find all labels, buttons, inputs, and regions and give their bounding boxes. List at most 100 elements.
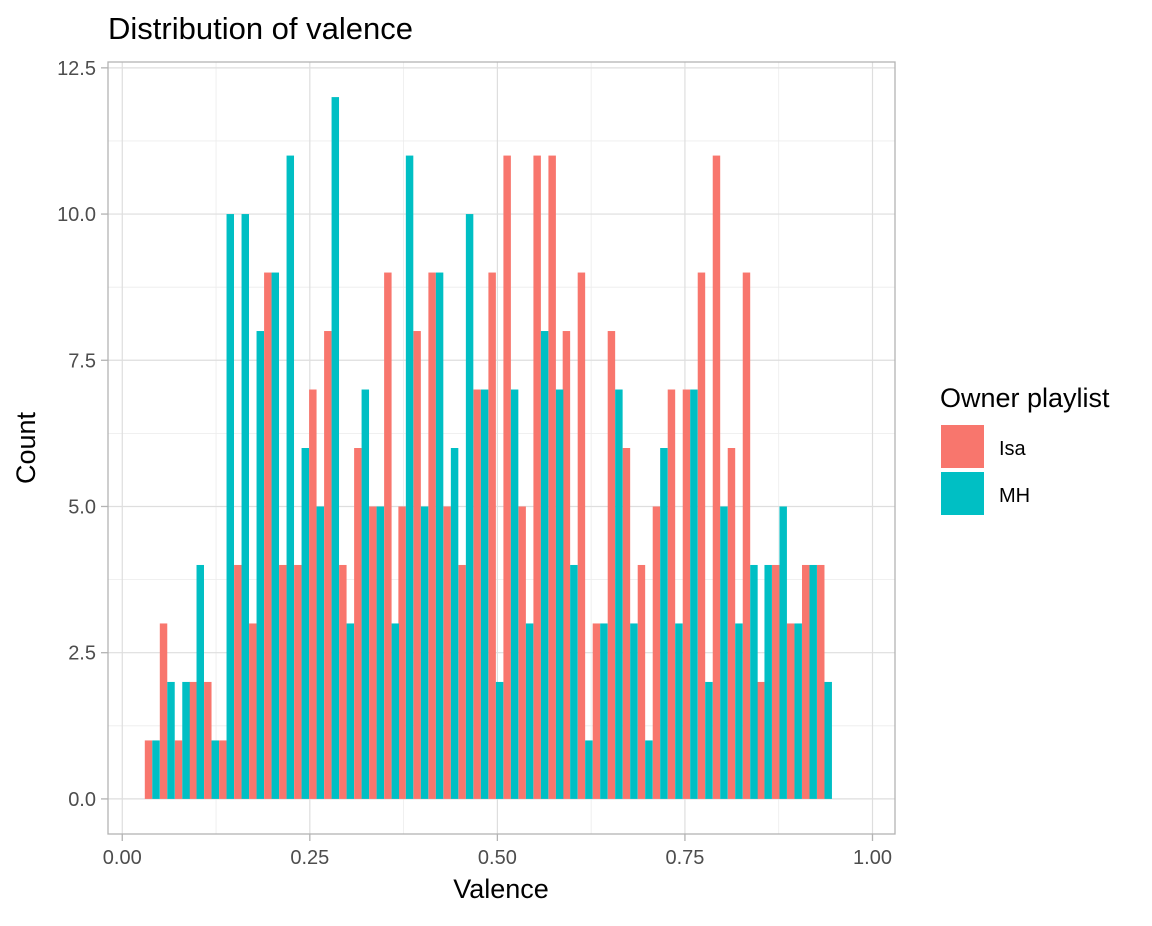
bar-isa xyxy=(473,389,481,799)
bar-mh xyxy=(271,272,280,799)
bar-mh xyxy=(196,564,204,799)
x-tick-label: 1.00 xyxy=(853,847,892,869)
x-tick-label: 0.00 xyxy=(103,847,142,869)
bar-isa xyxy=(413,331,421,799)
bar-isa xyxy=(727,448,736,799)
bar-mh xyxy=(779,506,787,799)
bar-mh xyxy=(346,623,355,799)
bar-isa xyxy=(742,272,751,799)
bar-isa xyxy=(174,740,183,799)
bar-mh xyxy=(405,155,414,799)
bar-isa xyxy=(607,331,616,799)
bar-mh xyxy=(600,623,608,799)
bar-mh xyxy=(376,506,385,799)
y-tick-label: 2.5 xyxy=(68,643,96,665)
bar-mh xyxy=(286,155,295,799)
bar-isa xyxy=(756,681,765,799)
bar-isa xyxy=(548,155,556,799)
bar-mh xyxy=(167,681,175,799)
bar-isa xyxy=(309,389,317,799)
bar-mh xyxy=(226,214,235,799)
bar-isa xyxy=(324,331,332,799)
bar-mh xyxy=(241,214,250,799)
bar-mh xyxy=(690,389,698,799)
bar-mh xyxy=(675,623,683,799)
bar-isa xyxy=(592,623,601,799)
bar-isa xyxy=(234,564,242,799)
bars-layer xyxy=(144,97,832,799)
bar-mh xyxy=(211,740,219,799)
bar-mh xyxy=(152,740,160,799)
legend-label-mh: MH xyxy=(999,485,1030,507)
bar-isa xyxy=(667,389,676,799)
bar-mh xyxy=(495,681,504,799)
x-axis-title: Valence xyxy=(453,874,549,904)
bar-isa xyxy=(264,272,272,799)
bar-mh xyxy=(555,389,564,799)
bar-isa xyxy=(398,506,406,799)
bar-isa xyxy=(249,623,257,799)
panel-border xyxy=(107,61,896,835)
bar-isa xyxy=(533,155,541,799)
bar-isa xyxy=(354,448,362,799)
bar-isa xyxy=(562,331,571,799)
bar-mh xyxy=(705,681,713,799)
bar-mh xyxy=(794,623,802,799)
bar-isa xyxy=(219,740,227,799)
bar-mh xyxy=(540,331,549,799)
bar-mh xyxy=(570,564,578,799)
bar-mh xyxy=(720,506,728,799)
bar-mh xyxy=(735,623,743,799)
legend-key-mh xyxy=(941,472,984,515)
bar-isa xyxy=(771,564,780,799)
bar-mh xyxy=(465,214,474,799)
bar-mh xyxy=(331,97,340,799)
y-tick-label: 5.0 xyxy=(68,496,96,518)
bar-isa xyxy=(294,564,302,799)
bar-isa xyxy=(817,564,825,799)
bar-isa xyxy=(369,506,377,799)
bar-isa xyxy=(204,681,212,799)
y-tick-label: 0.0 xyxy=(68,789,96,811)
bar-mh xyxy=(316,506,325,799)
bar-mh xyxy=(510,389,519,799)
bar-mh xyxy=(585,740,593,799)
bar-mh xyxy=(615,389,623,799)
bar-mh xyxy=(525,623,534,799)
bar-isa xyxy=(339,564,347,799)
x-tick-label: 0.50 xyxy=(478,847,517,869)
y-tick-label: 10.0 xyxy=(57,204,96,226)
y-tick-label: 7.5 xyxy=(68,350,96,372)
bar-mh xyxy=(361,389,370,799)
bar-mh xyxy=(391,623,400,799)
bar-mh xyxy=(750,564,758,799)
x-tick-label: 0.75 xyxy=(665,847,704,869)
bar-isa xyxy=(279,564,287,799)
bar-mh xyxy=(645,740,653,799)
bar-isa xyxy=(518,506,526,799)
bar-isa xyxy=(682,389,691,799)
legend: Owner playlist Isa MH xyxy=(940,383,1110,515)
bar-mh xyxy=(809,564,817,799)
bar-isa xyxy=(159,623,168,799)
y-axis-title: Count xyxy=(11,411,41,484)
bar-mh xyxy=(450,448,459,799)
bar-isa xyxy=(503,155,511,799)
bar-isa xyxy=(144,740,153,799)
bar-isa xyxy=(384,272,392,799)
bar-mh xyxy=(301,448,310,799)
bar-isa xyxy=(802,564,810,799)
bar-isa xyxy=(622,448,631,799)
bar-mh xyxy=(182,681,190,799)
bar-isa xyxy=(189,681,197,799)
bar-isa xyxy=(488,272,496,799)
axis-layer: 0.00 0.25 0.50 0.75 1.00 0.0 2.5 5.0 7.5 10.0 12.5 xyxy=(57,58,892,869)
bar-isa xyxy=(652,506,661,799)
bar-mh xyxy=(256,331,265,799)
bar-mh xyxy=(420,506,429,799)
bar-isa xyxy=(637,564,646,799)
bar-isa xyxy=(428,272,436,799)
bar-mh xyxy=(824,681,832,799)
